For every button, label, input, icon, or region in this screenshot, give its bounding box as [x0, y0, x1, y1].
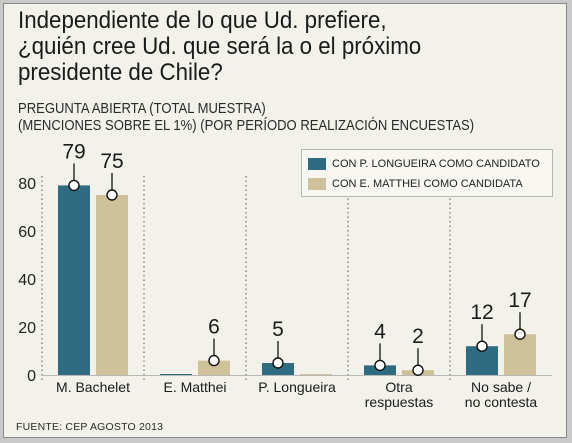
y-tick-label: 20 [18, 320, 36, 337]
bar [262, 363, 294, 375]
data-label: 4 [374, 320, 386, 343]
y-tick-label: 40 [18, 272, 36, 289]
y-tick-label: 0 [27, 368, 36, 385]
chart-card: Independiente de lo que Ud. prefiere, ¿q… [3, 3, 567, 438]
x-tick-label: No sabe / [471, 379, 531, 395]
data-label: 6 [208, 316, 220, 339]
legend-item-series-1: CON P. LONGUEIRA COMO CANDIDATO [308, 156, 540, 172]
y-tick-label: 60 [18, 224, 36, 241]
legend-label: CON P. LONGUEIRA COMO CANDIDATO [332, 158, 540, 170]
bar [504, 334, 536, 375]
bar [96, 195, 128, 375]
legend-swatch [308, 178, 326, 190]
bar [198, 360, 230, 375]
data-point-marker [412, 364, 424, 376]
chart-title: Independiente de lo que Ud. prefiere, ¿q… [18, 8, 520, 86]
chart-subtitle: PREGUNTA ABIERTA (TOTAL MUESTRA) (MENCIO… [18, 101, 522, 135]
subtitle-line: (MENCIONES SOBRE EL 1%) (POR PERÍODO REA… [18, 118, 475, 134]
data-point-marker [514, 328, 526, 340]
y-tick-label: 80 [18, 176, 36, 193]
bar [160, 374, 192, 375]
bar-chart: 0 20 40 60 80 79 75 M. Bachelet 6 E. Matthei 5 P. L… [18, 140, 552, 410]
data-point-marker [476, 340, 488, 352]
data-label: 17 [508, 289, 531, 312]
data-label: 79 [62, 140, 85, 163]
x-tick-label: Otra [385, 379, 412, 395]
source-note: FUENTE: CEP AGOSTO 2013 [16, 421, 164, 433]
data-point-marker [272, 357, 284, 369]
x-tick-label: no contesta [465, 394, 538, 410]
title-line: Independiente de lo que Ud. prefiere, [18, 7, 387, 34]
legend-label: CON E. MATTHEI COMO CANDIDATA [332, 178, 523, 190]
data-point-marker [68, 179, 80, 192]
title-line: presidente de Chile? [18, 59, 223, 86]
data-point-marker [106, 189, 118, 201]
data-label: 5 [272, 318, 284, 341]
subtitle-line: PREGUNTA ABIERTA (TOTAL MUESTRA) [18, 101, 266, 117]
legend-swatch [308, 158, 326, 170]
data-label: 2 [412, 325, 424, 348]
legend-item-series-2: CON E. MATTHEI COMO CANDIDATA [308, 176, 523, 192]
data-point-marker [374, 359, 386, 372]
chart-legend: CON P. LONGUEIRA COMO CANDIDATO CON E. M… [301, 149, 553, 197]
data-point-marker [208, 354, 220, 367]
data-label: 12 [470, 301, 493, 324]
bar [58, 185, 90, 375]
data-label: 75 [100, 150, 123, 173]
x-tick-label: respuestas [365, 394, 433, 410]
title-line: ¿quién cree Ud. que será la o el próximo [18, 33, 422, 60]
x-tick-label: M. Bachelet [56, 379, 130, 395]
bar [300, 374, 332, 375]
x-tick-label: P. Longueira [258, 379, 336, 395]
x-tick-label: E. Matthei [163, 379, 226, 395]
